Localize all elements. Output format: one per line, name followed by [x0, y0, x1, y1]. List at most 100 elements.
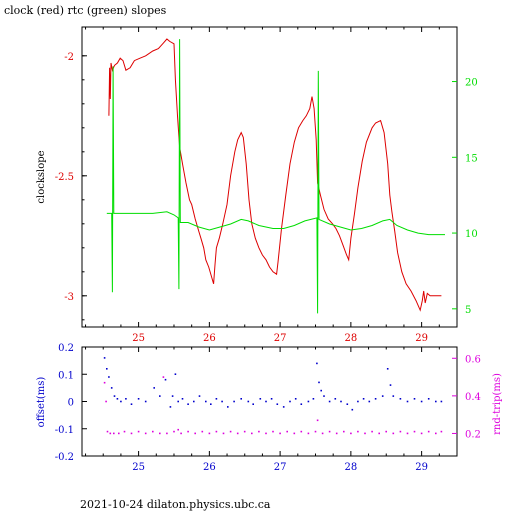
rnd-trip-point	[378, 432, 380, 435]
offset-point	[316, 362, 318, 365]
offset-point	[362, 398, 365, 400]
offset-x-tick-label: 26	[203, 462, 216, 473]
rnd-trip-point	[236, 432, 239, 435]
rnd-trip-point	[385, 430, 387, 433]
offset-y-tick-label: -0.1	[55, 425, 74, 436]
slopes-x-tick-label: 25	[132, 333, 145, 344]
offset-point	[137, 398, 140, 400]
rnd-trip-point	[420, 432, 423, 435]
offset-x-tick-label: 28	[345, 462, 358, 473]
rnd-trip-point	[187, 430, 189, 433]
offset-point	[153, 387, 155, 389]
offset-point	[413, 398, 416, 400]
offset-point	[386, 368, 389, 370]
offset-point	[312, 398, 315, 400]
rnd-trip-point	[316, 419, 319, 422]
offset-point	[159, 395, 161, 397]
rnd-trip-point	[123, 430, 126, 433]
offset-y-tick-label: 0	[68, 398, 74, 409]
rnd-trip-point	[152, 430, 154, 433]
offset-point	[323, 395, 325, 397]
rnd-trip-point	[335, 432, 338, 435]
rnd-trip-point	[307, 432, 310, 435]
offset-point	[318, 381, 320, 384]
offset-point	[265, 400, 267, 403]
rnd-trip-point	[173, 430, 175, 433]
rnd-trip-point	[144, 432, 147, 435]
rnd-trip-point	[357, 430, 359, 433]
rnd-trip-point	[166, 432, 168, 435]
offset-point	[171, 395, 174, 397]
slopes-y-axis-label: clockslope	[36, 150, 47, 203]
rnd-trip-point	[243, 430, 246, 433]
offset-point	[177, 400, 179, 403]
offset-point	[210, 403, 212, 405]
footer-caption: 2021-10-24 dilaton.physics.ubc.ca	[80, 498, 271, 511]
offset-point	[374, 398, 377, 400]
offset-point	[259, 398, 262, 400]
offset-x-tick-label: 29	[415, 462, 428, 473]
offset-point	[106, 368, 108, 370]
offset-point	[215, 398, 218, 400]
rnd-trip-point	[371, 430, 373, 433]
offset-point	[108, 376, 110, 378]
offset-point	[110, 387, 113, 389]
offset-point	[392, 395, 395, 397]
offset-point	[247, 400, 250, 403]
rnd-trip-point	[314, 430, 317, 433]
offset-point	[240, 398, 242, 400]
offset-point	[399, 398, 402, 400]
offset-point	[328, 400, 331, 403]
offset-y2-tick-label: 0.4	[465, 392, 481, 403]
offset-point	[252, 403, 254, 405]
offset-point	[357, 400, 359, 403]
rnd-trip-point	[208, 432, 211, 435]
slopes-x-tick-label: 27	[274, 333, 287, 344]
offset-y2-tick-label: 0.2	[465, 429, 481, 440]
offset-point	[227, 406, 229, 408]
offset-point	[406, 400, 409, 403]
offset-point	[307, 400, 310, 403]
slopes-y-tick-label: -2	[64, 52, 74, 63]
rnd-trip-point	[440, 430, 443, 433]
offset-point	[346, 403, 349, 405]
offset-point	[144, 400, 147, 403]
slopes-y2-tick-label: 15	[465, 153, 478, 164]
slopes-y2-tick-label: 5	[465, 305, 471, 316]
rnd-trip-point	[399, 430, 402, 433]
rnd-trip-point	[392, 432, 395, 435]
offset-point	[164, 378, 167, 381]
rnd-trip-point	[137, 430, 140, 433]
rnd-trip-point	[222, 432, 225, 435]
offset-point	[351, 408, 354, 411]
offset-point	[233, 400, 235, 403]
rnd-trip-point	[106, 430, 109, 433]
slopes-y-tick-label: -3	[64, 292, 74, 303]
offset-point	[125, 398, 127, 400]
rnd-trip-point	[364, 432, 366, 435]
offset-point	[198, 395, 201, 397]
offset-point	[334, 398, 337, 400]
slopes-plot-marks: 25 26 27 28 29 -2 -2.5 -3 5 10 15 20	[55, 27, 478, 344]
offset-y-tick-label: 0.2	[58, 343, 74, 354]
slopes-x-tick-label: 29	[415, 333, 428, 344]
rnd-trip-point	[109, 432, 112, 435]
offset-plot-frame	[81, 346, 458, 457]
rnd-trip-point	[162, 376, 165, 378]
offset-point	[289, 400, 291, 403]
rnd-trip-point	[229, 430, 232, 433]
rnd-trip-point	[258, 430, 260, 433]
offset-point	[276, 403, 279, 405]
offset-y-tick-label: 0.1	[58, 370, 74, 381]
offset-x-tick-label: 25	[132, 462, 145, 473]
offset-x-tick-label: 27	[274, 462, 287, 473]
offset-point	[270, 398, 273, 400]
offset-point	[294, 398, 297, 400]
rnd-trip-point	[272, 430, 274, 433]
offset-point	[205, 400, 207, 403]
rnd-trip-point	[251, 432, 253, 435]
offset-point	[282, 406, 285, 408]
rnd-trip-point	[180, 432, 182, 435]
slopes-y2-tick-label: 10	[465, 229, 478, 240]
offset-point	[340, 400, 342, 403]
